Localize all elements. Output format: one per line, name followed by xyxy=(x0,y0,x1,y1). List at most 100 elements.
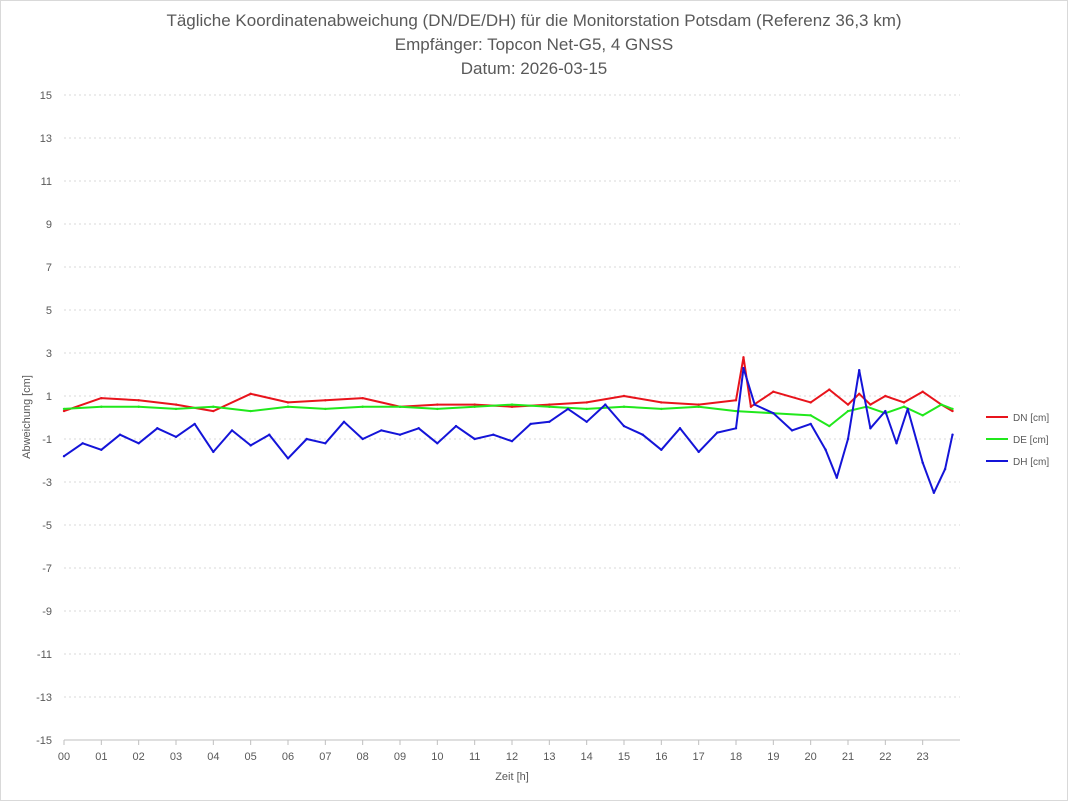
x-tick-label: 18 xyxy=(730,751,742,763)
data-point xyxy=(118,433,122,436)
data-point xyxy=(869,403,872,406)
data-point xyxy=(604,403,607,406)
data-point xyxy=(932,491,936,494)
data-point xyxy=(809,401,812,404)
x-tick-label: 20 xyxy=(805,751,817,763)
x-tick-label: 04 xyxy=(207,751,219,763)
x-tick-label: 00 xyxy=(58,751,70,763)
data-point xyxy=(828,388,831,391)
y-tick-label: 9 xyxy=(46,219,52,231)
x-axis-label: Zeit [h] xyxy=(495,771,529,783)
data-point xyxy=(566,407,570,411)
data-point xyxy=(790,429,794,432)
data-point xyxy=(809,422,812,426)
x-tick-label: 09 xyxy=(394,751,406,763)
y-tick-label: 1 xyxy=(46,391,52,403)
data-point xyxy=(906,407,909,411)
data-point xyxy=(62,409,66,413)
data-point xyxy=(473,437,476,441)
data-point xyxy=(622,394,626,398)
data-point xyxy=(641,433,644,436)
data-point xyxy=(622,424,626,428)
chart-date: Datum: 2026-03-15 xyxy=(460,59,608,78)
x-tick-label: 11 xyxy=(469,751,480,763)
data-point xyxy=(137,442,140,445)
data-point xyxy=(473,405,476,408)
data-point xyxy=(921,414,924,417)
y-tick-label: 13 xyxy=(40,133,52,145)
data-point xyxy=(585,420,588,423)
data-point xyxy=(858,392,861,396)
data-point xyxy=(828,424,831,428)
x-tick-label: 15 xyxy=(618,751,630,763)
data-point xyxy=(417,427,420,430)
data-point xyxy=(342,420,346,423)
data-point xyxy=(678,427,682,430)
data-point xyxy=(734,427,738,430)
y-axis-ticks: 15 13 11 9 7 5 3 1 -1 -3 -5 -7 -9 -11 -13 -15 xyxy=(36,90,52,747)
series-line-dn xyxy=(63,356,954,413)
data-point xyxy=(846,403,850,406)
data-point xyxy=(943,467,947,471)
x-tick-label: 17 xyxy=(693,751,705,763)
x-tick-label: 23 xyxy=(917,751,929,763)
y-tick-label: -7 xyxy=(42,563,52,575)
x-axis-ticks: 00 01 02 03 04 05 06 07 08 09 10 11 12 13 14 15 16 17 18 19… xyxy=(58,740,929,763)
data-point xyxy=(529,422,532,426)
x-tick-label: 16 xyxy=(655,751,667,763)
y-tick-label: -15 xyxy=(36,735,52,747)
data-point xyxy=(212,450,215,454)
data-point xyxy=(249,392,252,396)
data-point xyxy=(100,396,103,400)
x-tick-label: 06 xyxy=(282,751,294,763)
x-tick-label: 21 xyxy=(842,751,854,763)
data-point xyxy=(749,405,753,408)
y-tick-label: 7 xyxy=(46,262,52,274)
data-point xyxy=(137,405,140,408)
data-point xyxy=(921,461,924,464)
series-lines xyxy=(62,356,954,494)
y-tick-label: 15 xyxy=(40,90,52,102)
y-tick-label: -1 xyxy=(42,434,52,446)
legend: DN [cm] DE [cm] DH [cm] xyxy=(986,413,1049,468)
data-point xyxy=(249,444,252,447)
data-point xyxy=(324,407,327,411)
data-point xyxy=(548,420,551,423)
data-point xyxy=(869,427,872,430)
data-point xyxy=(940,403,943,406)
data-point xyxy=(212,405,215,408)
x-tick-label: 07 xyxy=(319,751,331,763)
data-point xyxy=(902,401,906,404)
data-point xyxy=(734,399,738,402)
x-tick-label: 22 xyxy=(879,751,891,763)
x-tick-label: 05 xyxy=(245,751,257,763)
x-tick-label: 12 xyxy=(506,751,518,763)
data-point xyxy=(230,429,234,432)
data-point xyxy=(286,401,290,404)
y-tick-label: -13 xyxy=(36,692,52,704)
data-point xyxy=(398,405,402,408)
data-point xyxy=(324,399,327,402)
data-point xyxy=(548,405,551,408)
chart-title: Tägliche Koordinatenabweichung (DN/DE/DH… xyxy=(166,11,902,30)
data-point xyxy=(585,401,588,404)
data-point xyxy=(398,433,402,436)
data-point xyxy=(697,405,700,408)
data-point xyxy=(510,403,514,406)
data-point xyxy=(824,448,827,451)
legend-label: DE [cm] xyxy=(1013,435,1049,446)
data-point xyxy=(742,366,745,370)
y-tick-label: -5 xyxy=(42,520,52,532)
data-point xyxy=(436,442,439,445)
data-point xyxy=(510,405,514,408)
data-point xyxy=(846,437,850,441)
y-tick-label: -9 xyxy=(42,606,52,618)
y-tick-label: -3 xyxy=(42,477,52,489)
y-tick-label: 3 xyxy=(46,348,52,360)
data-point xyxy=(100,405,103,408)
data-point xyxy=(249,409,252,413)
y-axis-label: Abweichung [cm] xyxy=(21,375,33,459)
data-point xyxy=(716,431,719,434)
data-point xyxy=(548,403,551,406)
